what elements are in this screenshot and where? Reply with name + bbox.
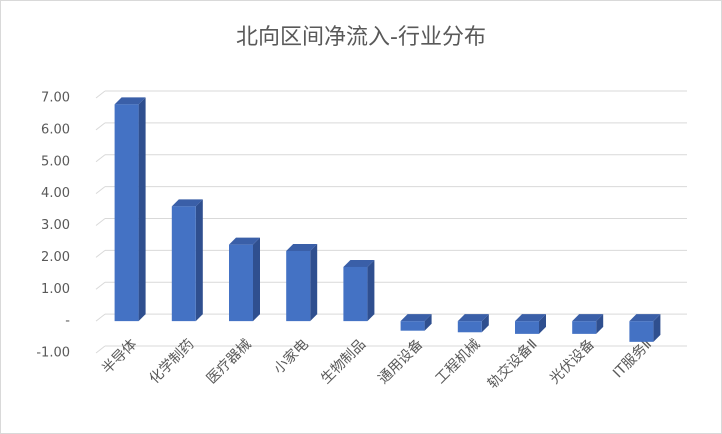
bar-face	[596, 314, 604, 334]
y-tick-label: 5.00	[41, 154, 70, 169]
grid-line	[95, 281, 106, 290]
y-tick-label: 4.00	[41, 186, 70, 201]
chart-title: 北向区间净流入-行业分布	[236, 25, 486, 50]
bar	[515, 314, 546, 334]
bar-face	[171, 206, 196, 322]
bar-face	[515, 314, 546, 322]
bar-face	[572, 314, 604, 322]
grid-line	[95, 249, 106, 258]
bar-face	[114, 104, 139, 322]
bar-face	[286, 251, 311, 322]
bar-face	[457, 314, 489, 322]
bar-face	[424, 314, 432, 331]
y-tick-label: 3.00	[41, 218, 70, 233]
bar-face	[171, 199, 203, 207]
y-tick-label: 1.00	[41, 282, 70, 297]
bar-face	[310, 244, 318, 322]
bar-face	[481, 314, 489, 333]
bar	[400, 314, 432, 331]
y-tick-label: -1.00	[36, 346, 70, 361]
bar-face	[629, 321, 654, 342]
bar	[286, 244, 318, 322]
bar	[229, 237, 260, 322]
bar-face	[343, 266, 368, 322]
grid-line	[95, 345, 106, 354]
bar-face	[114, 97, 146, 105]
bar-face	[229, 237, 260, 245]
bar-face	[367, 259, 375, 322]
bar	[171, 199, 203, 322]
bar	[343, 259, 375, 322]
bar-face	[343, 259, 375, 267]
bar-face	[629, 314, 661, 322]
y-tick-label: -	[65, 314, 70, 329]
bar-face	[229, 244, 253, 322]
y-tick-label: 7.00	[41, 91, 70, 106]
grid-line	[95, 186, 106, 195]
bar	[114, 97, 146, 322]
bar-face	[138, 97, 146, 322]
bar	[572, 314, 604, 334]
grid-line	[95, 154, 106, 163]
y-tick-label: 2.00	[41, 250, 70, 265]
grid-line	[95, 90, 106, 99]
bar-face	[400, 314, 432, 322]
grid-line	[95, 218, 106, 226]
bar-face	[572, 321, 597, 334]
bar-face	[195, 199, 203, 322]
bar-face	[253, 237, 260, 322]
grid-line	[95, 313, 106, 322]
bar-face	[400, 321, 425, 331]
bar-face	[286, 244, 318, 251]
bar	[629, 314, 661, 342]
y-tick-label: 6.00	[41, 122, 70, 137]
bar	[457, 314, 489, 333]
bar-face	[653, 314, 661, 342]
bar-face	[539, 314, 546, 334]
grid-line	[95, 122, 106, 131]
bar-face	[457, 321, 482, 333]
bar-face	[515, 321, 539, 334]
